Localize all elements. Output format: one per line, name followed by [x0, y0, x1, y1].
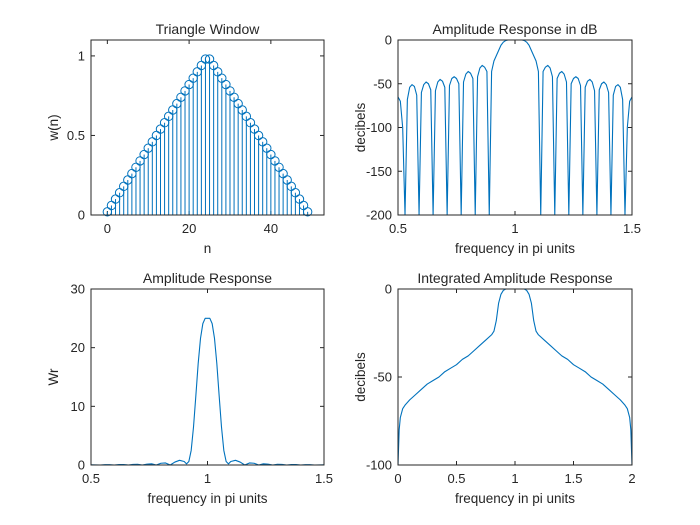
amplitude-response-axes: 0.5 1 1.5 0 10 20 30 Amplitude Response frequenc… — [46, 270, 333, 506]
amplitude-response-title: Amplitude Response — [143, 270, 272, 286]
triangle-window-plot-area — [90, 39, 325, 216]
x-tick-label: 0.5 — [447, 471, 465, 486]
x-tick-label: 1.5 — [623, 221, 641, 236]
y-tick-label: 10 — [71, 399, 85, 414]
x-tick-label: 40 — [264, 221, 278, 236]
x-tick-label: 0 — [394, 471, 401, 486]
integrated-amplitude-response-title: Integrated Amplitude Response — [417, 270, 613, 286]
y-tick-label: -100 — [366, 120, 392, 135]
x-tick-label: 2 — [628, 471, 635, 486]
y-tick-label: -150 — [366, 164, 392, 179]
y-tick-label: 20 — [71, 340, 85, 355]
y-tick-label: -100 — [366, 458, 392, 473]
integrated-amplitude-response-y-axis-label: decibels — [353, 352, 368, 402]
amplitude-response-db-x-axis-label: frequency in pi units — [455, 241, 575, 256]
x-tick-label: 0.5 — [389, 221, 407, 236]
amplitude-response-x-axis-label: frequency in pi units — [147, 491, 267, 506]
amplitude-response-db-axes: 0.5 1 1.5 -200 -150 -100 -50 0 Amplitude Respons… — [353, 21, 641, 256]
x-tick-label: 20 — [182, 221, 196, 236]
amplitude-response-db-plot-area — [397, 39, 633, 216]
x-tick-label: 0 — [104, 221, 111, 236]
amplitude-response-series-line — [91, 317, 324, 466]
integrated-amplitude-response-x-axis-label: frequency in pi units — [455, 491, 575, 506]
stem-marker — [302, 207, 313, 217]
x-tick-label: 1 — [511, 471, 518, 486]
x-tick-label: 1.5 — [315, 471, 333, 486]
y-tick-label: 0 — [385, 33, 392, 48]
y-tick-label: 0.5 — [67, 128, 85, 143]
y-tick-label: 0 — [78, 458, 85, 473]
x-tick-label: 1 — [204, 471, 211, 486]
y-tick-label: 0 — [385, 282, 392, 297]
triangle-window-axes: 0 20 40 0 0.5 1 Triangle Window n w(n) — [46, 21, 325, 256]
y-tick-label: 0 — [78, 208, 85, 223]
triangle-window-y-axis-label: w(n) — [46, 114, 61, 141]
x-tick-label: 1.5 — [564, 471, 582, 486]
y-tick-label: 30 — [71, 282, 85, 297]
y-tick-label: -200 — [366, 208, 392, 223]
integrated-amplitude-response-plot-area — [397, 288, 633, 466]
integrated-amplitude-response-axes: 0 0.5 1 1.5 2 -100 -50 0 Integrated Amplitude Re… — [353, 270, 636, 506]
triangle-window-title: Triangle Window — [156, 21, 261, 37]
y-tick-label: -50 — [373, 76, 392, 91]
x-tick-label: 0.5 — [82, 471, 100, 486]
x-tick-label: 1 — [511, 221, 518, 236]
amplitude-response-db-y-axis-label: decibels — [353, 102, 368, 152]
y-tick-label: 1 — [78, 48, 85, 63]
y-tick-label: -50 — [373, 370, 392, 385]
amplitude-response-plot-area — [90, 288, 325, 466]
amplitude-response-y-axis-label: Wr — [46, 368, 61, 385]
amplitude-response-db-title: Amplitude Response in dB — [433, 21, 598, 37]
triangle-window-x-axis-label: n — [204, 241, 212, 256]
